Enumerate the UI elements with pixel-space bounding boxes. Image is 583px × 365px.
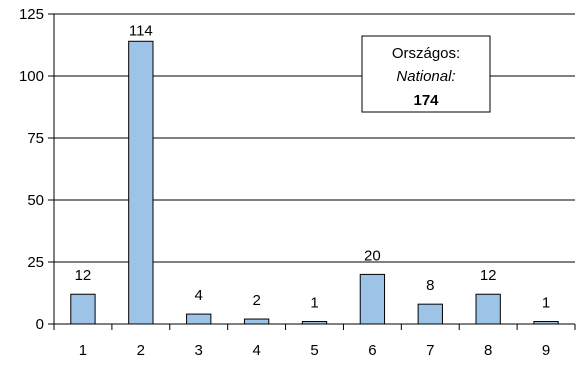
annotation-line-2: National: bbox=[396, 68, 455, 85]
bar-1 bbox=[70, 293, 96, 325]
bar-6 bbox=[359, 273, 386, 325]
x-tick-label: 7 bbox=[426, 342, 434, 359]
annotation-line-3: 174 bbox=[413, 92, 439, 109]
bar-2 bbox=[128, 40, 154, 325]
x-tick-label: 6 bbox=[368, 342, 376, 359]
data-label: 2 bbox=[252, 292, 260, 309]
data-label: 1 bbox=[310, 295, 318, 312]
data-label: 114 bbox=[129, 22, 153, 39]
data-label: 4 bbox=[195, 287, 203, 304]
axes bbox=[48, 13, 576, 330]
x-tick-label: 2 bbox=[137, 342, 145, 359]
data-label: 20 bbox=[364, 247, 381, 264]
bar-8 bbox=[475, 293, 501, 325]
x-tick-label: 8 bbox=[484, 342, 492, 359]
data-labels: 12 114 4 2 1 20 8 12 1 bbox=[75, 22, 551, 311]
data-label: 12 bbox=[480, 267, 497, 284]
annotation-box bbox=[361, 35, 491, 113]
x-tick-labels: 1 2 3 4 5 6 7 8 9 bbox=[79, 342, 550, 359]
national-total-annotation: Országos: National: 174 bbox=[361, 35, 491, 113]
y-tick-label: 100 bbox=[19, 68, 44, 85]
y-tick-label: 125 bbox=[19, 6, 44, 23]
x-tick-label: 9 bbox=[542, 342, 550, 359]
y-tick-label: 75 bbox=[27, 130, 44, 147]
bar-4 bbox=[243, 318, 270, 325]
y-tick-label: 50 bbox=[27, 192, 44, 209]
data-label: 8 bbox=[426, 277, 434, 294]
y-tick-label: 0 bbox=[36, 316, 44, 333]
data-label: 12 bbox=[75, 267, 92, 284]
x-tick-label: 1 bbox=[79, 342, 87, 359]
annotation-line-1: Országos: bbox=[392, 45, 460, 62]
y-tick-label: 25 bbox=[27, 254, 44, 271]
x-tick-label: 5 bbox=[310, 342, 318, 359]
y-tick-labels: 0 25 50 75 100 125 bbox=[19, 6, 44, 333]
bar-7 bbox=[417, 303, 443, 325]
data-label: 1 bbox=[542, 295, 550, 312]
x-tick-label: 4 bbox=[252, 342, 260, 359]
x-tick-label: 3 bbox=[195, 342, 203, 359]
bar-3 bbox=[186, 313, 212, 325]
